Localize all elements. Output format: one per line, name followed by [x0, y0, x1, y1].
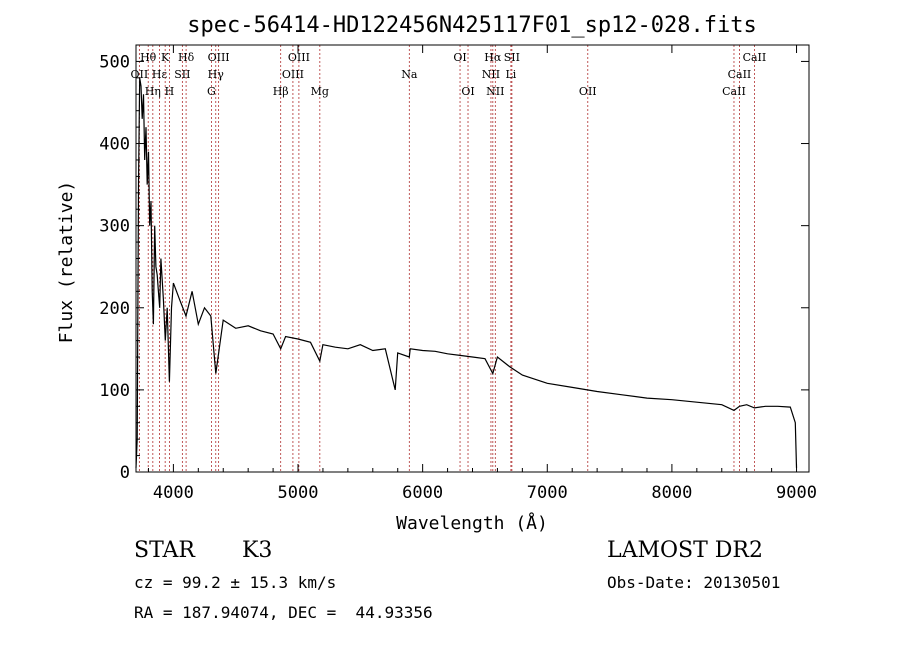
line-label-9: Hγ: [208, 68, 225, 81]
coordinates-text: RA = 187.94074, DEC = 44.93356: [134, 603, 433, 622]
line-label-15: Na: [401, 68, 418, 81]
line-label-22: Li: [505, 68, 516, 81]
line-label-14: Mg: [311, 85, 329, 98]
chart-title: spec-56414-HD122456N425117F01_sp12-028.f…: [187, 13, 757, 38]
y-tick-label-2: 200: [99, 299, 130, 319]
y-axis-label: Flux (relative): [56, 181, 77, 344]
line-label-18: Hα: [484, 51, 502, 64]
line-label-23: OII: [579, 85, 597, 98]
line-label-2: Hε: [152, 68, 168, 81]
line-label-12: OIII: [288, 51, 310, 64]
x-tick-label-0: 4000: [153, 483, 194, 503]
line-label-13: OIII: [282, 68, 304, 81]
x-tick-label-1: 5000: [278, 483, 319, 503]
line-label-11: Hβ: [273, 85, 289, 98]
line-label-3: Hη: [145, 85, 161, 98]
line-label-8: OIII: [208, 51, 230, 64]
line-label-20: NII: [486, 85, 504, 98]
line-label-4: K: [161, 51, 170, 64]
line-label-10: G: [207, 85, 216, 98]
x-tick-label-4: 8000: [651, 483, 692, 503]
line-label-26: CaII: [722, 85, 746, 98]
y-tick-label-3: 300: [99, 217, 130, 237]
y-tick-label-4: 400: [99, 135, 130, 155]
line-label-21: SII: [504, 51, 520, 64]
line-label-25: CaII: [728, 68, 752, 81]
redshift-text: cz = 99.2 ± 15.3 km/s: [134, 573, 337, 592]
line-label-5: SII: [174, 68, 190, 81]
y-axis: 0 100 200 300 400 500: [99, 52, 809, 483]
x-tick-label-5: 9000: [776, 483, 817, 503]
line-label-16: OI: [453, 51, 466, 64]
line-label-7: Hδ: [178, 51, 195, 64]
line-label-6: H: [165, 85, 175, 98]
y-tick-label-5: 500: [99, 52, 130, 72]
line-label-0: Hθ: [140, 51, 157, 64]
obs-date: Obs-Date: 20130501: [607, 573, 781, 592]
x-tick-label-2: 6000: [402, 483, 443, 503]
line-label-24: CaII: [743, 51, 767, 64]
spectrum-series: [135, 77, 798, 468]
line-label-19: NII: [482, 68, 500, 81]
y-tick-label-0: 0: [120, 463, 130, 483]
object-class: STAR: [134, 538, 195, 563]
y-tick-label-1: 100: [99, 381, 130, 401]
x-tick-label-3: 7000: [527, 483, 568, 503]
x-axis-label: Wavelength (Å): [396, 512, 548, 534]
line-label-1: OII: [131, 68, 149, 81]
plot-frame: [135, 44, 810, 473]
object-subclass: K3: [242, 538, 273, 563]
x-axis: 4000 5000 6000 7000 8000 9000: [147, 45, 817, 503]
line-label-17: OI: [461, 85, 474, 98]
spectral-line-markers: [138, 45, 755, 472]
survey-name: LAMOST DR2: [607, 538, 763, 563]
